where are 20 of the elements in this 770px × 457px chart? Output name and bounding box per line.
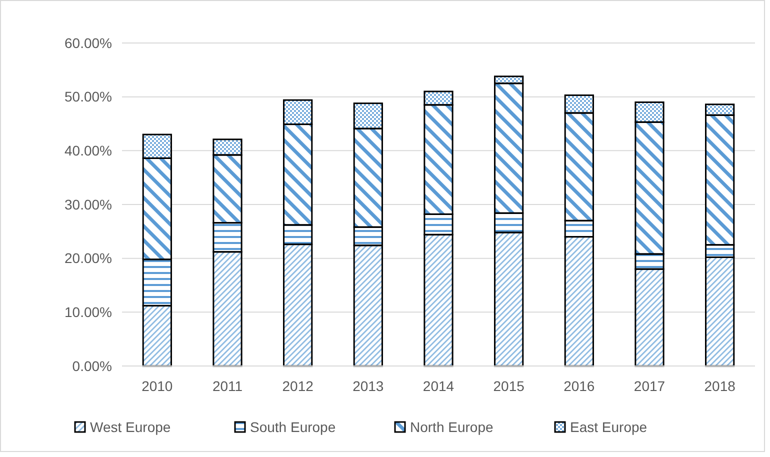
x-tick-label: 2015 [493, 378, 525, 394]
y-tick-label: 10.00% [64, 304, 112, 320]
x-tick-label: 2014 [422, 378, 454, 394]
y-tick-label: 40.00% [64, 142, 112, 159]
y-tick-label: 0.00% [72, 358, 112, 374]
y-tick-label: 60.00% [64, 34, 112, 51]
legend-label: South Europe [250, 419, 336, 435]
x-tick-label: 2017 [634, 378, 666, 394]
x-tick-label: 2011 [212, 378, 243, 394]
legend-label: East Europe [570, 419, 648, 435]
legend-label: West Europe [90, 419, 171, 435]
legend-label: North Europe [410, 419, 494, 435]
y-tick-label: 50.00% [64, 88, 112, 105]
x-tick-label: 2012 [282, 378, 314, 394]
x-tick-label: 2016 [564, 378, 595, 394]
y-tick-label: 30.00% [64, 196, 112, 212]
x-tick-label: 2018 [704, 378, 736, 394]
x-tick-label: 2013 [352, 378, 384, 394]
y-tick-label: 20.00% [64, 250, 112, 266]
x-tick-label: 2010 [142, 378, 173, 394]
